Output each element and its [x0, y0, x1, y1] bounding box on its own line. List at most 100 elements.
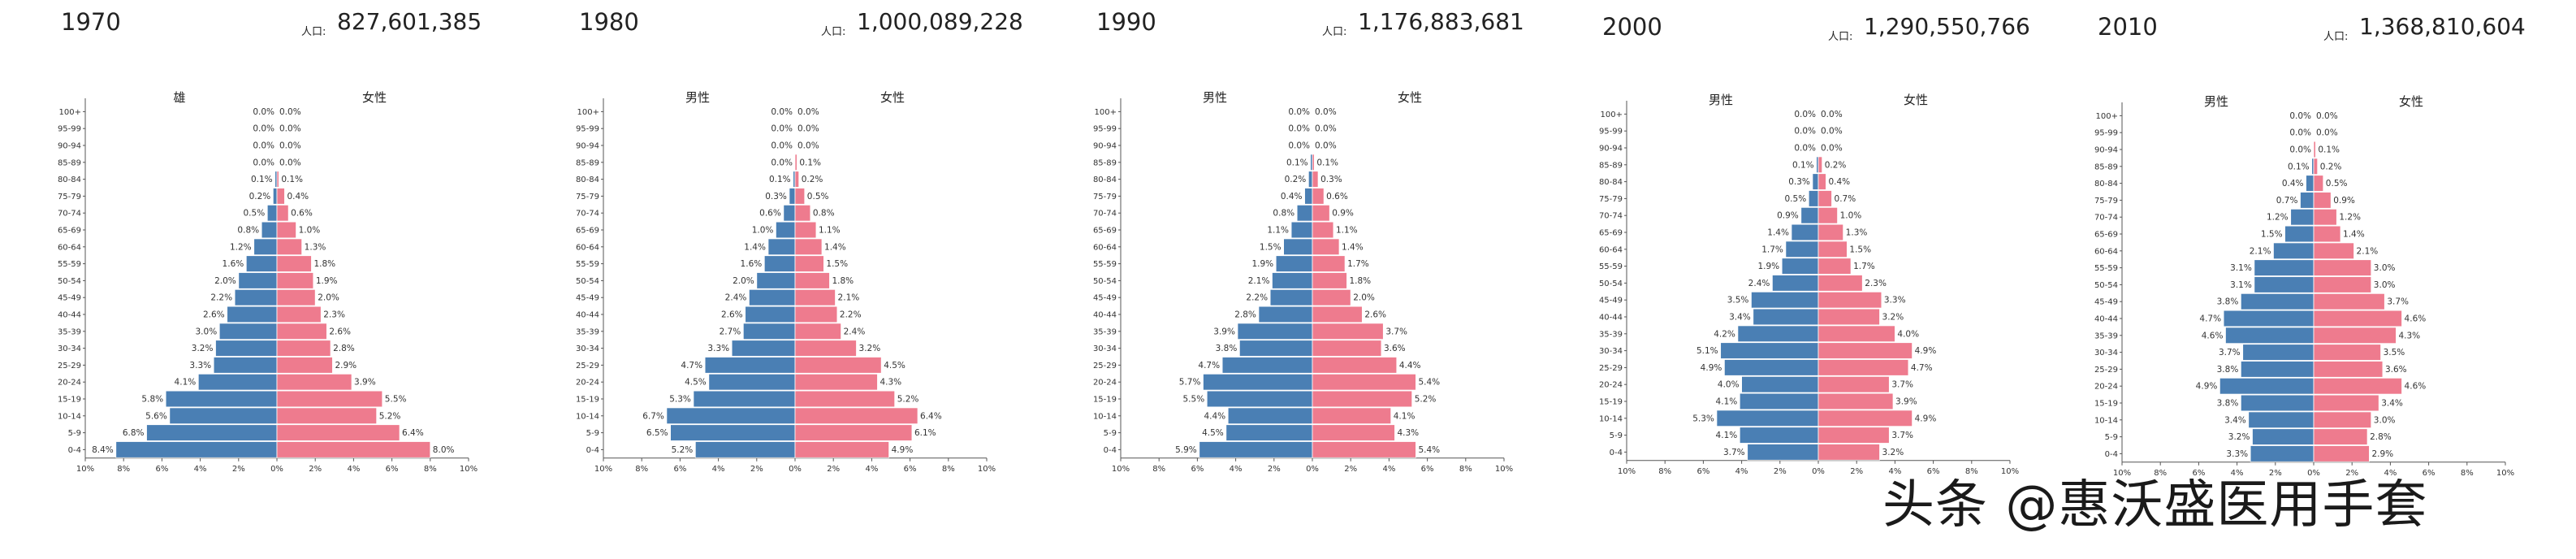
male-value-label: 1.6% — [223, 259, 244, 269]
male-value-label: 4.5% — [1202, 428, 1224, 438]
male-bar — [1304, 188, 1313, 205]
female-bar — [794, 407, 918, 425]
female-bar — [1817, 223, 1844, 241]
male-value-label: 3.3% — [189, 361, 211, 370]
male-bar — [1269, 288, 1313, 306]
chart-year-title: 2000 — [1602, 13, 1662, 41]
male-bar — [2223, 310, 2315, 327]
female-value-label: 0.2% — [2320, 162, 2342, 171]
male-value-label: 4.9% — [2196, 382, 2218, 392]
male-value-label: 0.0% — [1794, 127, 1816, 136]
male-value-label: 5.1% — [1696, 346, 1718, 356]
x-tick-label: 0% — [1306, 465, 1319, 474]
male-bar — [742, 323, 796, 340]
male-bar — [238, 272, 278, 289]
age-group-label: 100+ — [1601, 110, 1623, 119]
female-bar — [1817, 156, 1823, 174]
male-bar — [2248, 411, 2315, 429]
age-group-label: 5-9 — [2105, 433, 2118, 442]
male-bar — [1720, 342, 1819, 359]
female-bar — [794, 238, 823, 256]
male-value-label: 3.8% — [1216, 344, 1238, 353]
female-bar — [794, 221, 817, 239]
female-value-label: 2.9% — [2371, 449, 2393, 459]
male-bar — [1272, 272, 1313, 289]
age-group-label: 35-39 — [576, 327, 599, 336]
age-group-label: 60-64 — [576, 243, 599, 252]
female-value-label: 2.6% — [329, 327, 351, 336]
male-value-label: 4.1% — [175, 378, 197, 388]
female-bar — [1312, 373, 1416, 391]
female-bar — [1312, 424, 1395, 441]
female-value-label: 8.0% — [433, 445, 455, 455]
male-bar — [2273, 242, 2315, 260]
female-value-label: 0.7% — [1835, 194, 1856, 204]
male-bar — [2240, 292, 2315, 310]
female-bar — [2313, 158, 2319, 176]
female-value-label: 2.2% — [840, 310, 862, 320]
female-value-label: 5.4% — [1418, 378, 1440, 388]
male-value-label: 0.1% — [1286, 158, 1308, 167]
male-bar — [2254, 276, 2315, 293]
male-bar — [775, 221, 796, 239]
male-bar — [266, 204, 278, 222]
age-group-label: 90-94 — [1093, 142, 1117, 151]
male-bar — [1237, 323, 1313, 340]
female-value-label: 0.0% — [279, 158, 301, 167]
female-bar — [1312, 221, 1334, 239]
age-group-label: 30-34 — [576, 344, 599, 353]
male-value-label: 5.3% — [1692, 414, 1714, 423]
female-value-label: 3.0% — [2374, 263, 2396, 273]
x-tick-label: 8% — [635, 465, 648, 474]
male-value-label: 2.6% — [721, 310, 743, 320]
male-bar — [694, 441, 796, 458]
male-value-label: 3.4% — [2224, 415, 2246, 425]
x-tick-label: 8% — [2154, 469, 2167, 478]
male-value-label: 0.0% — [771, 158, 793, 167]
female-bar — [276, 357, 333, 374]
male-bar — [1283, 238, 1313, 256]
male-value-label: 4.4% — [1204, 411, 1225, 421]
male-value-label: 0.6% — [759, 209, 781, 219]
male-bar — [1296, 204, 1313, 222]
male-value-label: 2.4% — [1748, 279, 1770, 288]
age-group-label: 65-69 — [2094, 231, 2118, 240]
female-bar — [1312, 171, 1319, 188]
male-value-label: 0.8% — [237, 226, 259, 236]
female-value-label: 1.4% — [1342, 242, 1364, 252]
male-value-label: 0.0% — [1794, 144, 1816, 154]
female-bar — [1312, 340, 1382, 357]
female-bar — [2313, 394, 2379, 412]
male-value-label: 3.8% — [2217, 297, 2239, 307]
male-value-label: 4.7% — [681, 361, 702, 370]
male-value-label: 5.6% — [145, 411, 167, 421]
age-group-label: 95-99 — [2094, 129, 2118, 138]
female-bar — [276, 255, 312, 272]
male-value-label: 0.4% — [1281, 192, 1303, 202]
x-tick-label: 6% — [1421, 465, 1434, 474]
female-value-label: 0.1% — [799, 158, 821, 167]
chart-year-title: 1980 — [579, 8, 639, 36]
male-value-label: 3.7% — [1723, 448, 1745, 457]
male-bar — [1275, 255, 1313, 272]
age-group-label: 90-94 — [1599, 145, 1623, 154]
male-value-label: 0.8% — [1273, 209, 1294, 219]
age-group-label: 75-79 — [1093, 193, 1117, 202]
male-bar — [1781, 258, 1819, 275]
male-bar — [227, 306, 278, 323]
female-value-label: 0.0% — [1315, 107, 1337, 117]
female-bar — [276, 323, 327, 340]
chart-year-title: 1990 — [1096, 8, 1156, 36]
female-value-label: 5.2% — [897, 395, 919, 405]
male-value-label: 0.0% — [1794, 110, 1816, 119]
female-value-label: 0.5% — [807, 192, 829, 202]
male-bar — [2219, 377, 2315, 395]
male-value-label: 4.1% — [1716, 431, 1738, 440]
male-bar — [666, 407, 796, 425]
age-group-label: 10-14 — [1093, 412, 1117, 421]
female-value-label: 5.4% — [1418, 445, 1440, 455]
age-group-label: 25-29 — [1599, 364, 1623, 373]
female-bar — [2313, 411, 2372, 429]
female-value-label: 2.3% — [323, 310, 345, 320]
female-bar — [794, 188, 806, 205]
